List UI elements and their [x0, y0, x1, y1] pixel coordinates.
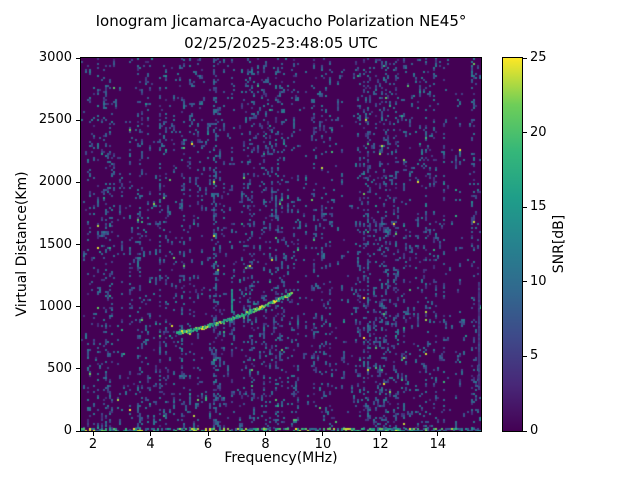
- colorbar: [502, 57, 523, 432]
- y-tick-mark: [76, 181, 80, 183]
- x-tick-label: 6: [203, 437, 213, 452]
- colorbar-tick-mark: [523, 355, 527, 357]
- chart-title-line1: Ionogram Jicamarca-Ayacucho Polarization…: [95, 12, 467, 30]
- ionogram-heatmap-canvas: [80, 57, 482, 432]
- x-tick-label: 10: [314, 437, 332, 452]
- y-tick-label: 0: [63, 423, 72, 438]
- colorbar-tick-mark: [523, 281, 527, 283]
- y-tick-label: 500: [47, 360, 72, 376]
- y-tick-label: 3000: [38, 50, 72, 65]
- colorbar-tick-mark: [523, 57, 527, 59]
- x-tick-mark: [264, 432, 266, 436]
- x-tick-mark: [92, 432, 94, 436]
- colorbar-tick-mark: [523, 206, 527, 208]
- y-tick-label: 2500: [38, 112, 72, 128]
- x-tick-label: 14: [429, 437, 447, 452]
- x-tick-mark: [150, 432, 152, 436]
- colorbar-tick-mark: [523, 430, 527, 432]
- colorbar-tick-label: 15: [530, 199, 547, 215]
- colorbar-tick-mark: [523, 132, 527, 134]
- chart-title-line2: 02/25/2025-23:48:05 UTC: [184, 34, 378, 52]
- y-tick-mark: [76, 368, 80, 370]
- y-tick-mark: [76, 306, 80, 308]
- x-tick-label: 4: [146, 437, 155, 452]
- y-tick-label: 2000: [38, 174, 72, 190]
- y-tick-mark: [76, 430, 80, 432]
- x-axis-label: Frequency(MHz): [224, 450, 338, 466]
- y-tick-mark: [76, 57, 80, 59]
- y-tick-mark: [76, 244, 80, 245]
- x-tick-mark: [379, 432, 381, 436]
- colorbar-tick-label: 20: [530, 124, 547, 140]
- chart-title: Ionogram Jicamarca-Ayacucho Polarization…: [81, 10, 481, 54]
- x-tick-mark: [437, 432, 439, 436]
- y-tick-label: 1000: [38, 298, 72, 314]
- y-tick-mark: [76, 119, 80, 121]
- x-tick-mark: [207, 432, 209, 436]
- y-axis-label: Virtual Distance(Km): [14, 171, 30, 317]
- x-tick-label: 8: [261, 437, 270, 452]
- colorbar-label: SNR[dB]: [551, 214, 567, 274]
- x-tick-mark: [322, 432, 324, 436]
- x-tick-label: 2: [88, 437, 98, 452]
- colorbar-tick-label: 5: [530, 348, 539, 364]
- colorbar-tick-label: 0: [530, 423, 539, 438]
- y-tick-label: 1500: [38, 236, 72, 252]
- x-tick-label: 12: [372, 437, 389, 452]
- colorbar-tick-label: 25: [530, 50, 547, 65]
- colorbar-tick-label: 10: [530, 273, 547, 289]
